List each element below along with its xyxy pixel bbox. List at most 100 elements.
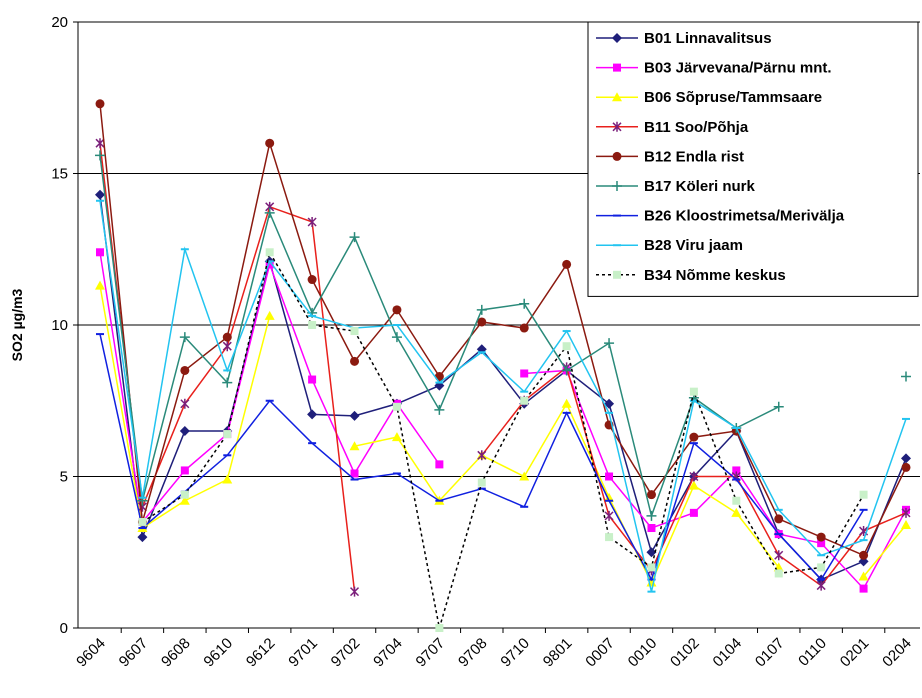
legend-label: B03 Järvevana/Pärnu mnt.	[644, 60, 832, 77]
marker	[308, 314, 317, 317]
marker	[859, 490, 868, 499]
marker	[688, 480, 699, 490]
marker	[308, 442, 317, 445]
marker	[180, 398, 190, 409]
marker	[477, 450, 487, 461]
legend-label: B26 Kloostrimetsa/Merivälja	[644, 208, 845, 225]
y-tick-label: 15	[51, 166, 68, 183]
marker	[222, 474, 233, 484]
marker	[859, 539, 868, 542]
legend-marker	[612, 181, 622, 191]
marker	[477, 478, 486, 487]
marker	[562, 342, 571, 351]
marker	[265, 260, 274, 269]
series	[95, 280, 911, 587]
marker	[435, 460, 444, 469]
marker	[96, 333, 104, 336]
series-line	[99, 252, 907, 590]
marker	[732, 427, 741, 430]
marker	[138, 527, 147, 530]
marker	[435, 381, 444, 384]
marker	[647, 524, 656, 533]
marker	[264, 207, 275, 218]
marker	[774, 533, 783, 536]
marker	[179, 332, 190, 343]
marker	[689, 399, 698, 402]
marker	[647, 563, 656, 572]
marker	[858, 571, 869, 581]
marker	[732, 496, 741, 505]
marker	[817, 539, 826, 548]
marker	[477, 487, 486, 490]
marker	[605, 411, 614, 414]
marker	[604, 510, 614, 521]
legend-label: B28 Viru jaam	[644, 237, 743, 254]
marker	[520, 396, 529, 405]
legend-marker	[612, 121, 622, 132]
marker	[349, 586, 360, 597]
marker	[816, 580, 826, 591]
legend-marker	[613, 214, 621, 217]
legend-marker	[613, 244, 621, 247]
marker	[222, 341, 232, 352]
marker	[95, 99, 105, 109]
x-tick-label: 0104	[710, 635, 746, 671]
marker	[902, 417, 910, 420]
marker	[350, 478, 359, 481]
marker	[689, 508, 698, 517]
marker	[265, 399, 274, 402]
marker	[138, 496, 147, 499]
marker	[392, 472, 401, 475]
marker	[307, 275, 317, 285]
marker	[647, 590, 656, 593]
marker	[689, 432, 699, 442]
series	[138, 248, 868, 632]
series	[96, 248, 910, 593]
legend-marker	[613, 270, 621, 279]
x-tick-label: 9801	[540, 635, 576, 671]
x-tick-label: 9704	[370, 635, 406, 671]
marker	[689, 387, 698, 396]
marker	[901, 519, 911, 529]
series-line	[142, 250, 865, 629]
marker	[731, 507, 742, 517]
marker	[817, 563, 826, 572]
marker	[349, 410, 360, 421]
marker	[562, 259, 572, 269]
marker	[349, 441, 360, 451]
marker	[350, 356, 360, 366]
marker	[562, 330, 571, 333]
marker	[901, 453, 911, 464]
marker	[773, 401, 784, 412]
marker	[859, 508, 868, 511]
marker	[774, 514, 784, 524]
marker	[816, 532, 826, 542]
marker	[562, 411, 571, 414]
x-tick-label: 0007	[582, 635, 618, 671]
marker	[435, 624, 444, 632]
marker	[350, 469, 359, 478]
marker	[265, 248, 274, 257]
marker	[476, 304, 487, 315]
marker	[901, 462, 911, 472]
marker	[264, 310, 275, 320]
marker	[519, 298, 530, 309]
series	[95, 150, 911, 521]
marker	[138, 517, 147, 526]
marker	[95, 280, 105, 290]
x-tick-label: 0110	[795, 635, 830, 670]
x-tick-label: 9604	[73, 635, 109, 671]
marker	[307, 216, 317, 227]
marker	[859, 584, 868, 593]
series	[96, 199, 910, 593]
marker	[520, 369, 529, 378]
x-tick-label: 9608	[158, 635, 194, 671]
marker	[604, 338, 615, 349]
marker	[392, 324, 401, 326]
legend-label: B01 Linnavalitsus	[644, 30, 772, 47]
marker	[732, 478, 741, 481]
series-line	[99, 200, 907, 592]
x-tick-label: 0107	[752, 635, 788, 671]
marker	[180, 248, 189, 251]
